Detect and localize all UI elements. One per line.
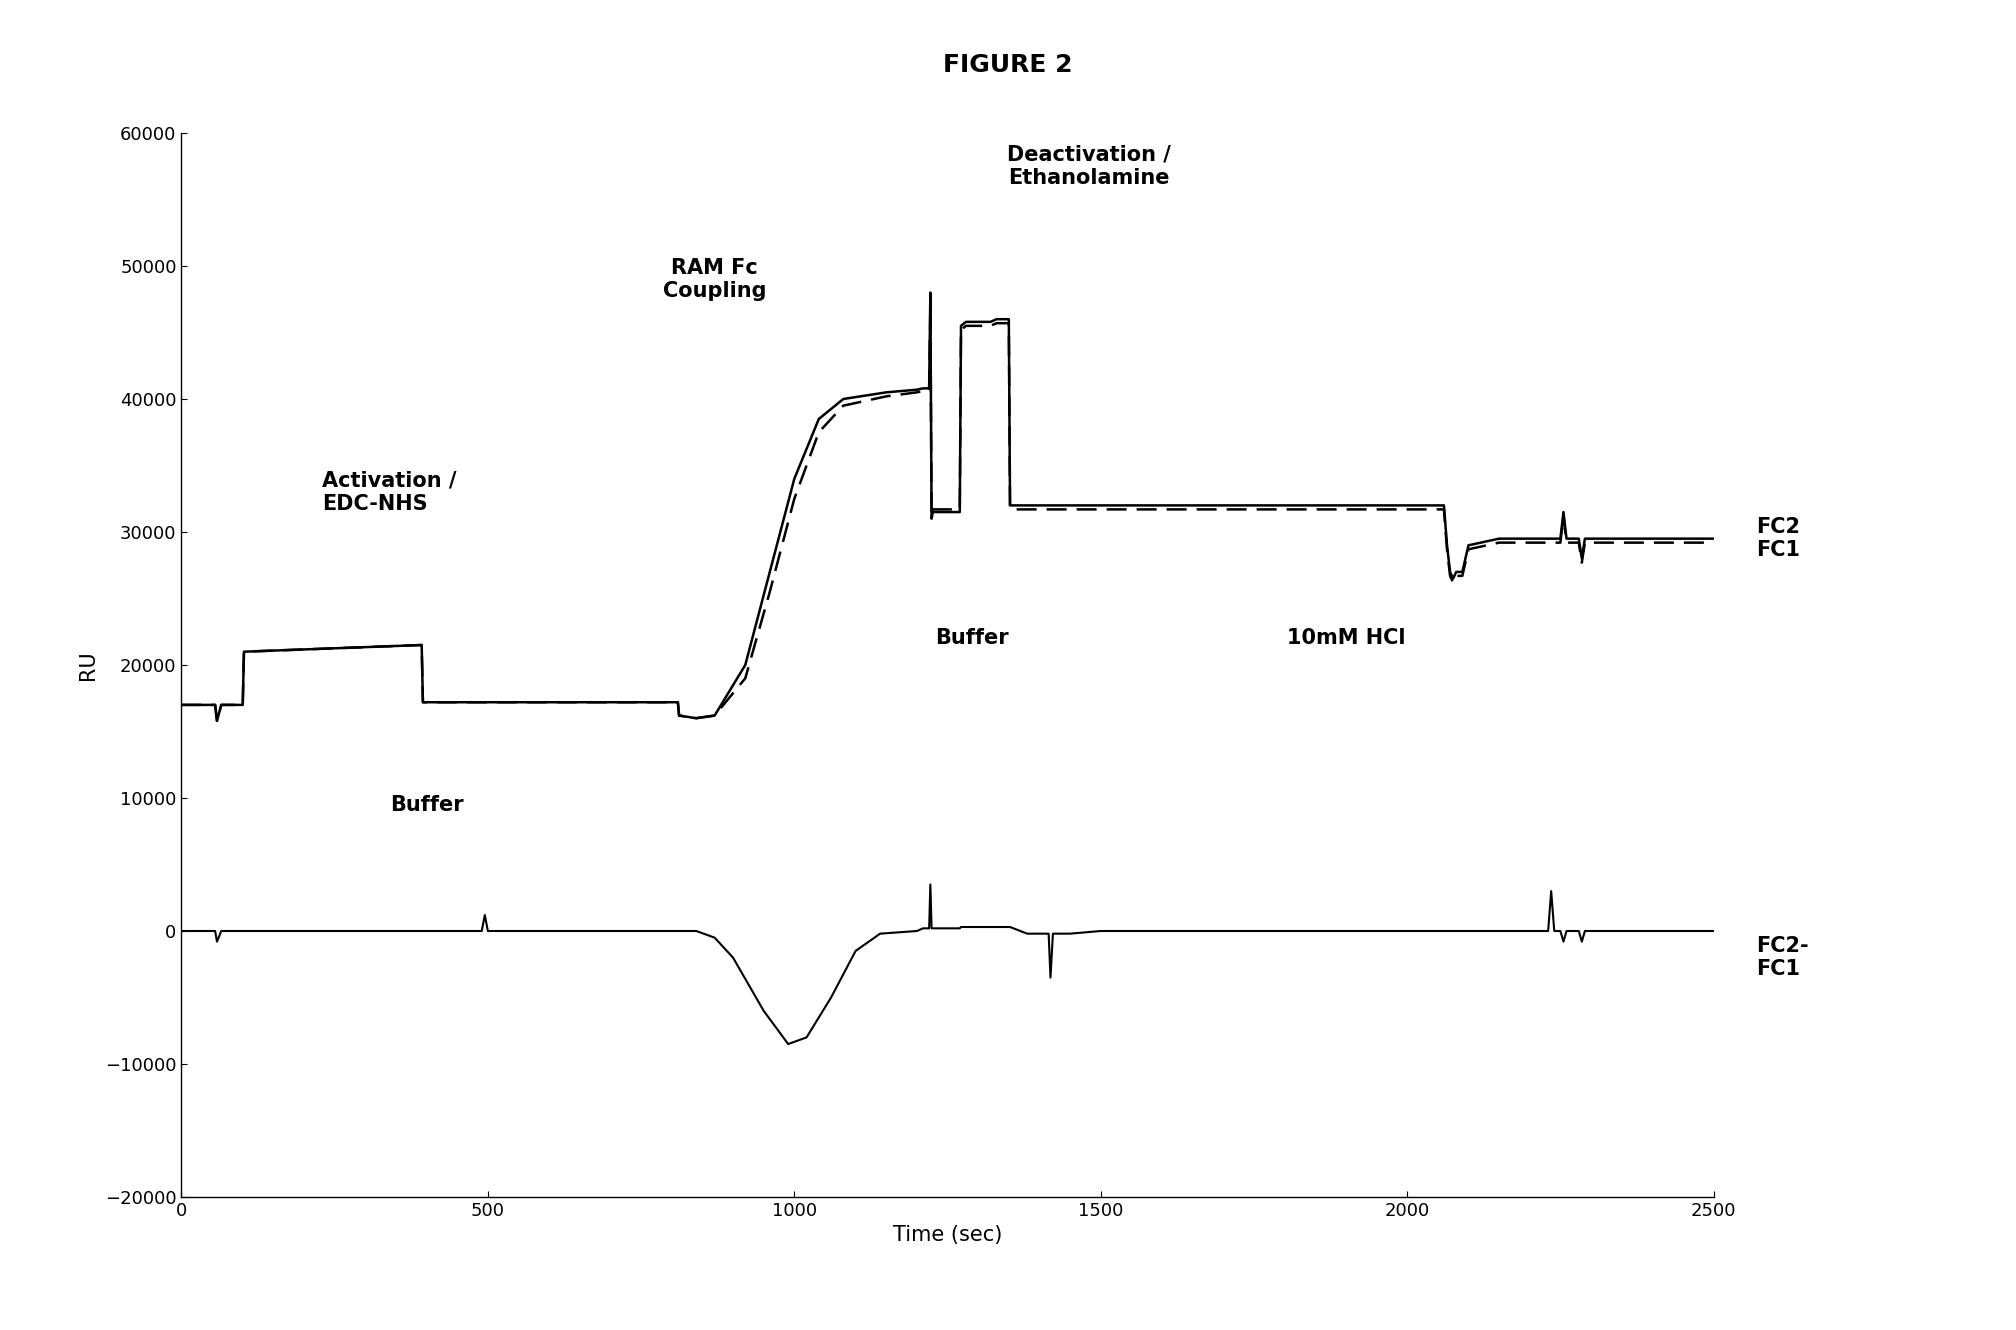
Text: Buffer: Buffer [935, 628, 1008, 649]
Text: 10mM HCl: 10mM HCl [1286, 628, 1405, 649]
Text: RAM Fc
Coupling: RAM Fc Coupling [663, 258, 766, 301]
Text: Deactivation /
Ethanolamine: Deactivation / Ethanolamine [1006, 145, 1171, 188]
Text: Buffer: Buffer [389, 794, 464, 815]
Text: FIGURE 2: FIGURE 2 [943, 53, 1073, 77]
X-axis label: Time (sec): Time (sec) [893, 1225, 1002, 1245]
Text: FC2-
FC1: FC2- FC1 [1756, 936, 1808, 979]
Text: FC2
FC1: FC2 FC1 [1756, 517, 1800, 560]
Y-axis label: RU: RU [79, 650, 99, 680]
Text: Activation /
EDC-NHS: Activation / EDC-NHS [323, 471, 458, 513]
